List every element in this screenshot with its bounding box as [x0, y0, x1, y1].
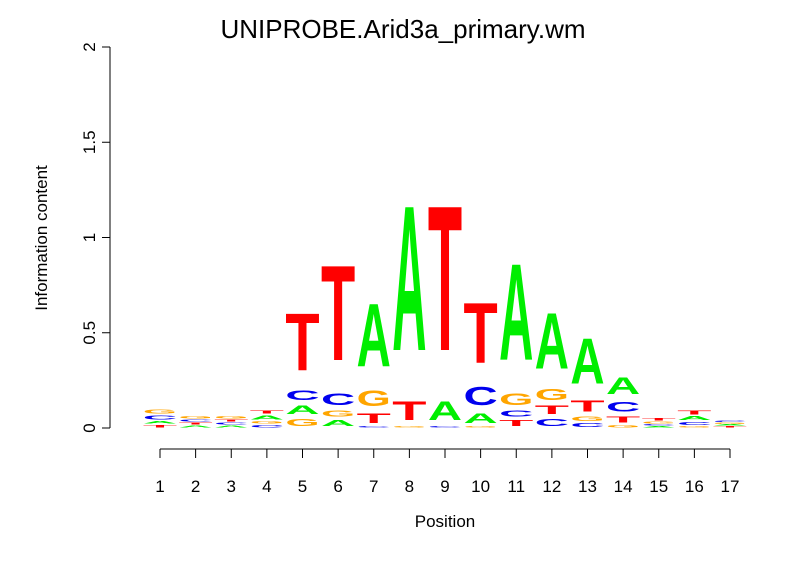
logo-letter: C: [642, 424, 676, 426]
logo-letter: G: [606, 424, 640, 428]
y-tick-label: 2: [80, 42, 99, 51]
y-axis-label: Information content: [32, 165, 51, 311]
logo-letter: T: [179, 422, 213, 425]
logo-letter: T: [642, 418, 676, 422]
x-tick-label: 3: [227, 477, 236, 496]
logo-letter: A: [535, 297, 569, 386]
logo-letter: A: [606, 373, 640, 400]
logo-letter: C: [285, 388, 319, 403]
logo-letter: G: [143, 409, 177, 415]
logo-letter: C: [606, 400, 640, 415]
y-tick-label: 0.5: [80, 321, 99, 345]
logo-letter: A: [321, 419, 355, 428]
logo-letter: T: [143, 424, 177, 428]
logo-letter: T: [677, 410, 711, 416]
logo-letter: T: [214, 419, 248, 422]
logo-letter: A: [464, 411, 498, 426]
logo-letter: T: [250, 410, 284, 415]
logo-letter: G: [321, 409, 355, 419]
x-tick-label: 1: [155, 477, 164, 496]
logo-letter: C: [677, 421, 711, 426]
logo-letter: T: [321, 238, 355, 390]
logo-letter: C: [535, 417, 569, 428]
logo-letter: G: [570, 415, 604, 423]
logo-letter: C: [179, 420, 213, 423]
logo-letter: C: [321, 390, 355, 409]
logo-letter: C: [357, 426, 391, 428]
logo-letter: C: [250, 424, 284, 428]
logo-letter: T: [499, 419, 534, 428]
logo-letter: C: [214, 422, 248, 425]
logo-letter: G: [285, 416, 319, 428]
logo-letter: A: [713, 424, 747, 426]
logo-letter: G: [392, 426, 426, 428]
logo-letter: A: [214, 425, 248, 428]
x-tick-label: 13: [578, 477, 597, 496]
x-tick-label: 6: [333, 477, 342, 496]
logo-letter: C: [713, 420, 747, 422]
logo-letter: A: [677, 416, 711, 422]
logo-letter: A: [642, 426, 676, 428]
logo-letter: C: [143, 415, 177, 421]
logo-letter: T: [713, 426, 747, 428]
x-tick-label: 14: [614, 477, 633, 496]
x-tick-label: 8: [405, 477, 414, 496]
x-tick-label: 2: [191, 477, 200, 496]
logo-letter: C: [464, 383, 498, 411]
x-axis-label: Position: [415, 512, 475, 531]
logo-letter: A: [143, 421, 177, 425]
logo-letter: T: [357, 411, 391, 426]
logo-letter: T: [392, 396, 426, 426]
x-tick-label: 7: [369, 477, 378, 496]
logo-letter: G: [535, 386, 569, 403]
x-tick-label: 15: [649, 477, 668, 496]
x-tick-label: 5: [298, 477, 307, 496]
y-tick-label: 1.5: [80, 130, 99, 154]
logo-letter: G: [357, 387, 391, 411]
logo-letter: G: [713, 422, 747, 424]
x-tick-label: 16: [685, 477, 704, 496]
x-tick-label: 4: [262, 477, 271, 496]
x-tick-label: 12: [542, 477, 561, 496]
logo-letter: A: [179, 425, 213, 428]
logo-letter: T: [464, 286, 498, 382]
chart-title: UNIPROBE.Arid3a_primary.wm: [220, 14, 585, 44]
x-tick-label: 10: [471, 477, 490, 496]
logo-letter: T: [606, 415, 641, 424]
logo-letter: G: [250, 420, 284, 424]
x-tick-label: 17: [721, 477, 740, 496]
logo-letter: G: [677, 426, 711, 428]
logo-letter: G: [642, 421, 676, 424]
x-tick-label: 11: [507, 477, 525, 496]
logo-letter: G: [179, 416, 213, 420]
y-tick-label: 0: [80, 423, 99, 432]
logo-letter: A: [392, 162, 426, 394]
logo-letter: A: [285, 404, 319, 417]
logo-letter: A: [357, 286, 391, 386]
logo-letter: C: [570, 422, 604, 428]
x-tick-label: 9: [440, 477, 449, 496]
logo-letter: A: [570, 326, 604, 398]
y-tick-label: 1: [80, 233, 99, 242]
logo-letter: A: [250, 415, 284, 421]
logo-letter: T: [570, 397, 604, 414]
logo-letter: C: [499, 409, 533, 418]
logo-letter: G: [214, 416, 248, 420]
logo-letter: T: [535, 403, 570, 417]
logo-letter: T: [428, 163, 462, 395]
logo-letter: A: [499, 235, 533, 389]
logo-letter: G: [499, 390, 533, 409]
logo-letter: C: [428, 426, 462, 428]
logo-letter: G: [464, 426, 498, 428]
logo-letter: T: [285, 297, 319, 388]
logo-letter: A: [428, 396, 462, 426]
